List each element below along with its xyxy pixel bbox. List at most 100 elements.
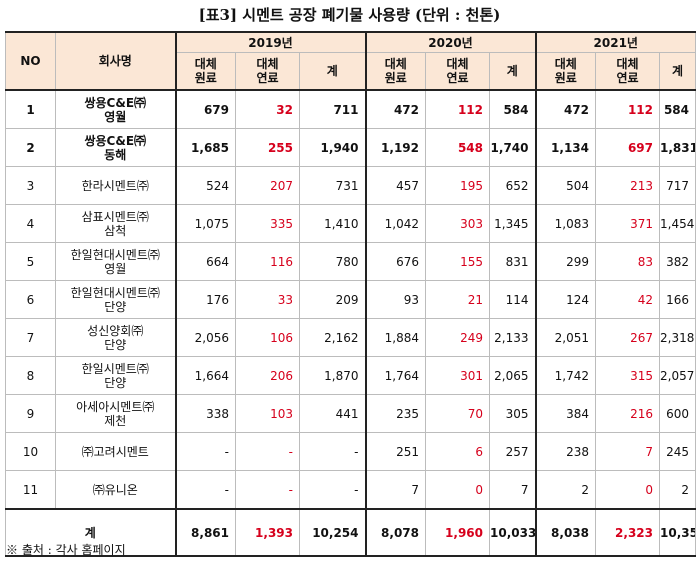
alt-fuel-value: 106 <box>235 318 300 357</box>
sum-value: 831 <box>489 242 536 281</box>
sum-value: 2,318 <box>658 318 697 357</box>
sum-value: 2,133 <box>489 318 536 357</box>
sum-value: 1,940 <box>299 128 366 167</box>
alt-fuel-value: 697 <box>595 128 660 167</box>
company-name-line: 삼표시멘트㈜ <box>81 209 149 224</box>
company-name-line: 성신양회㈜ <box>87 323 144 338</box>
company-name: 한일현대시멘트㈜ 영월 <box>55 242 176 281</box>
header-alt-material: 대체 원료 <box>174 52 236 91</box>
alt-material-value: 176 <box>174 280 236 319</box>
row-number: 10 <box>5 432 56 471</box>
company-name: 한라시멘트㈜ <box>55 166 176 205</box>
company-name-line: ㈜고려시멘트 <box>81 444 149 459</box>
sum-value: 1,345 <box>489 204 536 243</box>
total-sum: 10,254 <box>299 508 366 557</box>
alt-material-value: 1,134 <box>534 128 596 167</box>
row-number: 3 <box>5 166 56 205</box>
alt-material-value: 1,192 <box>364 128 426 167</box>
header-alt-fuel: 대체 연료 <box>595 52 660 91</box>
alt-material-value: 1,764 <box>364 356 426 395</box>
sum-value: 600 <box>658 394 697 433</box>
alt-material-value: 1,742 <box>534 356 596 395</box>
alt-fuel-value: 267 <box>595 318 660 357</box>
alt-fuel-value: 33 <box>235 280 300 319</box>
alt-material-value: 504 <box>534 166 596 205</box>
alt-fuel-value: 207 <box>235 166 300 205</box>
alt-material-value: 664 <box>174 242 236 281</box>
alt-fuel-value: 249 <box>425 318 490 357</box>
company-name-line: 한일현대시멘트㈜ <box>70 247 160 262</box>
sum-value: 584 <box>489 89 536 129</box>
alt-material-value: 1,083 <box>534 204 596 243</box>
sum-value: 305 <box>489 394 536 433</box>
total-alt-fuel: 1,393 <box>235 508 300 557</box>
header-no: NO <box>5 31 56 91</box>
sum-value: 731 <box>299 166 366 205</box>
alt-fuel-value: 32 <box>235 89 300 129</box>
header-alt-material: 대체 원료 <box>534 52 596 91</box>
alt-material-value: 1,685 <box>174 128 236 167</box>
sum-value: 245 <box>658 432 697 471</box>
header-sum: 계 <box>658 52 697 91</box>
sum-value: - <box>299 470 366 510</box>
sum-value: 2 <box>658 470 697 510</box>
table-row: 1 쌍용C&E㈜ 영월 679 32 711 472 112 584 472 112 584 <box>5 89 697 129</box>
alt-fuel-value: 70 <box>425 394 490 433</box>
alt-material-value: 124 <box>534 280 596 319</box>
company-name: 삼표시멘트㈜ 삼척 <box>55 204 176 243</box>
company-name: 아세아시멘트㈜ 제천 <box>55 394 176 433</box>
header-row-categories: 대체 원료 대체 연료 계 대체 원료 대체 연료 계 대체 원료 대체 연료 계 <box>6 52 697 91</box>
alt-fuel-value: 112 <box>595 89 660 129</box>
alt-fuel-value: 216 <box>595 394 660 433</box>
header-sum: 계 <box>299 52 366 91</box>
alt-fuel-value: - <box>235 470 300 510</box>
header-year-2021: 2021년 <box>534 31 697 53</box>
sum-value: 2,057 <box>658 356 697 395</box>
header-row-years: NO 회사명 2019년 2020년 2021년 <box>5 31 697 91</box>
table-body: 1 쌍용C&E㈜ 영월 679 32 711 472 112 584 472 112 584 2 쌍용C&… <box>5 89 697 557</box>
total-alt-material: 8,078 <box>364 508 426 557</box>
alt-fuel-value: 112 <box>425 89 490 129</box>
alt-material-value: - <box>174 432 236 471</box>
alt-fuel-value: 0 <box>425 470 490 510</box>
sum-value: 257 <box>489 432 536 471</box>
header-company: 회사명 <box>55 31 176 91</box>
company-name-line: 한라시멘트㈜ <box>81 178 149 193</box>
alt-fuel-value: 83 <box>595 242 660 281</box>
alt-fuel-value: 155 <box>425 242 490 281</box>
sum-value: 780 <box>299 242 366 281</box>
company-name-line: 쌍용C&E㈜ <box>84 95 147 110</box>
alt-fuel-value: 255 <box>235 128 300 167</box>
header-year-2020: 2020년 <box>364 31 536 53</box>
alt-material-value: 7 <box>364 470 426 510</box>
alt-fuel-value: 315 <box>595 356 660 395</box>
alt-material-value: 238 <box>534 432 596 471</box>
alt-material-value: 472 <box>534 89 596 129</box>
alt-material-value: 1,042 <box>364 204 426 243</box>
company-name: ㈜유니온 <box>55 470 176 510</box>
company-name-line: 단양 <box>104 375 127 390</box>
row-number: 9 <box>5 394 56 433</box>
header-alt-fuel: 대체 연료 <box>235 52 300 91</box>
source-footnote: ※ 출처 : 각사 홈페이지 <box>6 543 126 557</box>
sum-value: 209 <box>299 280 366 319</box>
sum-value: 382 <box>658 242 697 281</box>
row-number: 1 <box>5 89 56 129</box>
company-name-line: 영월 <box>104 261 127 276</box>
header-alt-material: 대체 원료 <box>364 52 426 91</box>
total-alt-material: 8,038 <box>534 508 596 557</box>
header-alt-fuel: 대체 연료 <box>425 52 490 91</box>
alt-fuel-value: 213 <box>595 166 660 205</box>
table-row: 7 성신양회㈜ 단양 2,056 106 2,162 1,884 249 2,133 2,051 2… <box>5 318 697 357</box>
table-title: [표3] 시멘트 공장 폐기물 사용량 (단위 : 천톤) <box>198 6 501 24</box>
sum-value: 1,410 <box>299 204 366 243</box>
company-name: 한일시멘트㈜ 단양 <box>55 356 176 395</box>
alt-fuel-value: 42 <box>595 280 660 319</box>
alt-fuel-value: 21 <box>425 280 490 319</box>
alt-fuel-value: - <box>235 432 300 471</box>
alt-fuel-value: 371 <box>595 204 660 243</box>
alt-fuel-value: 0 <box>595 470 660 510</box>
row-number: 5 <box>5 242 56 281</box>
alt-fuel-value: 7 <box>595 432 660 471</box>
company-name: 한일현대시멘트㈜ 단양 <box>55 280 176 319</box>
